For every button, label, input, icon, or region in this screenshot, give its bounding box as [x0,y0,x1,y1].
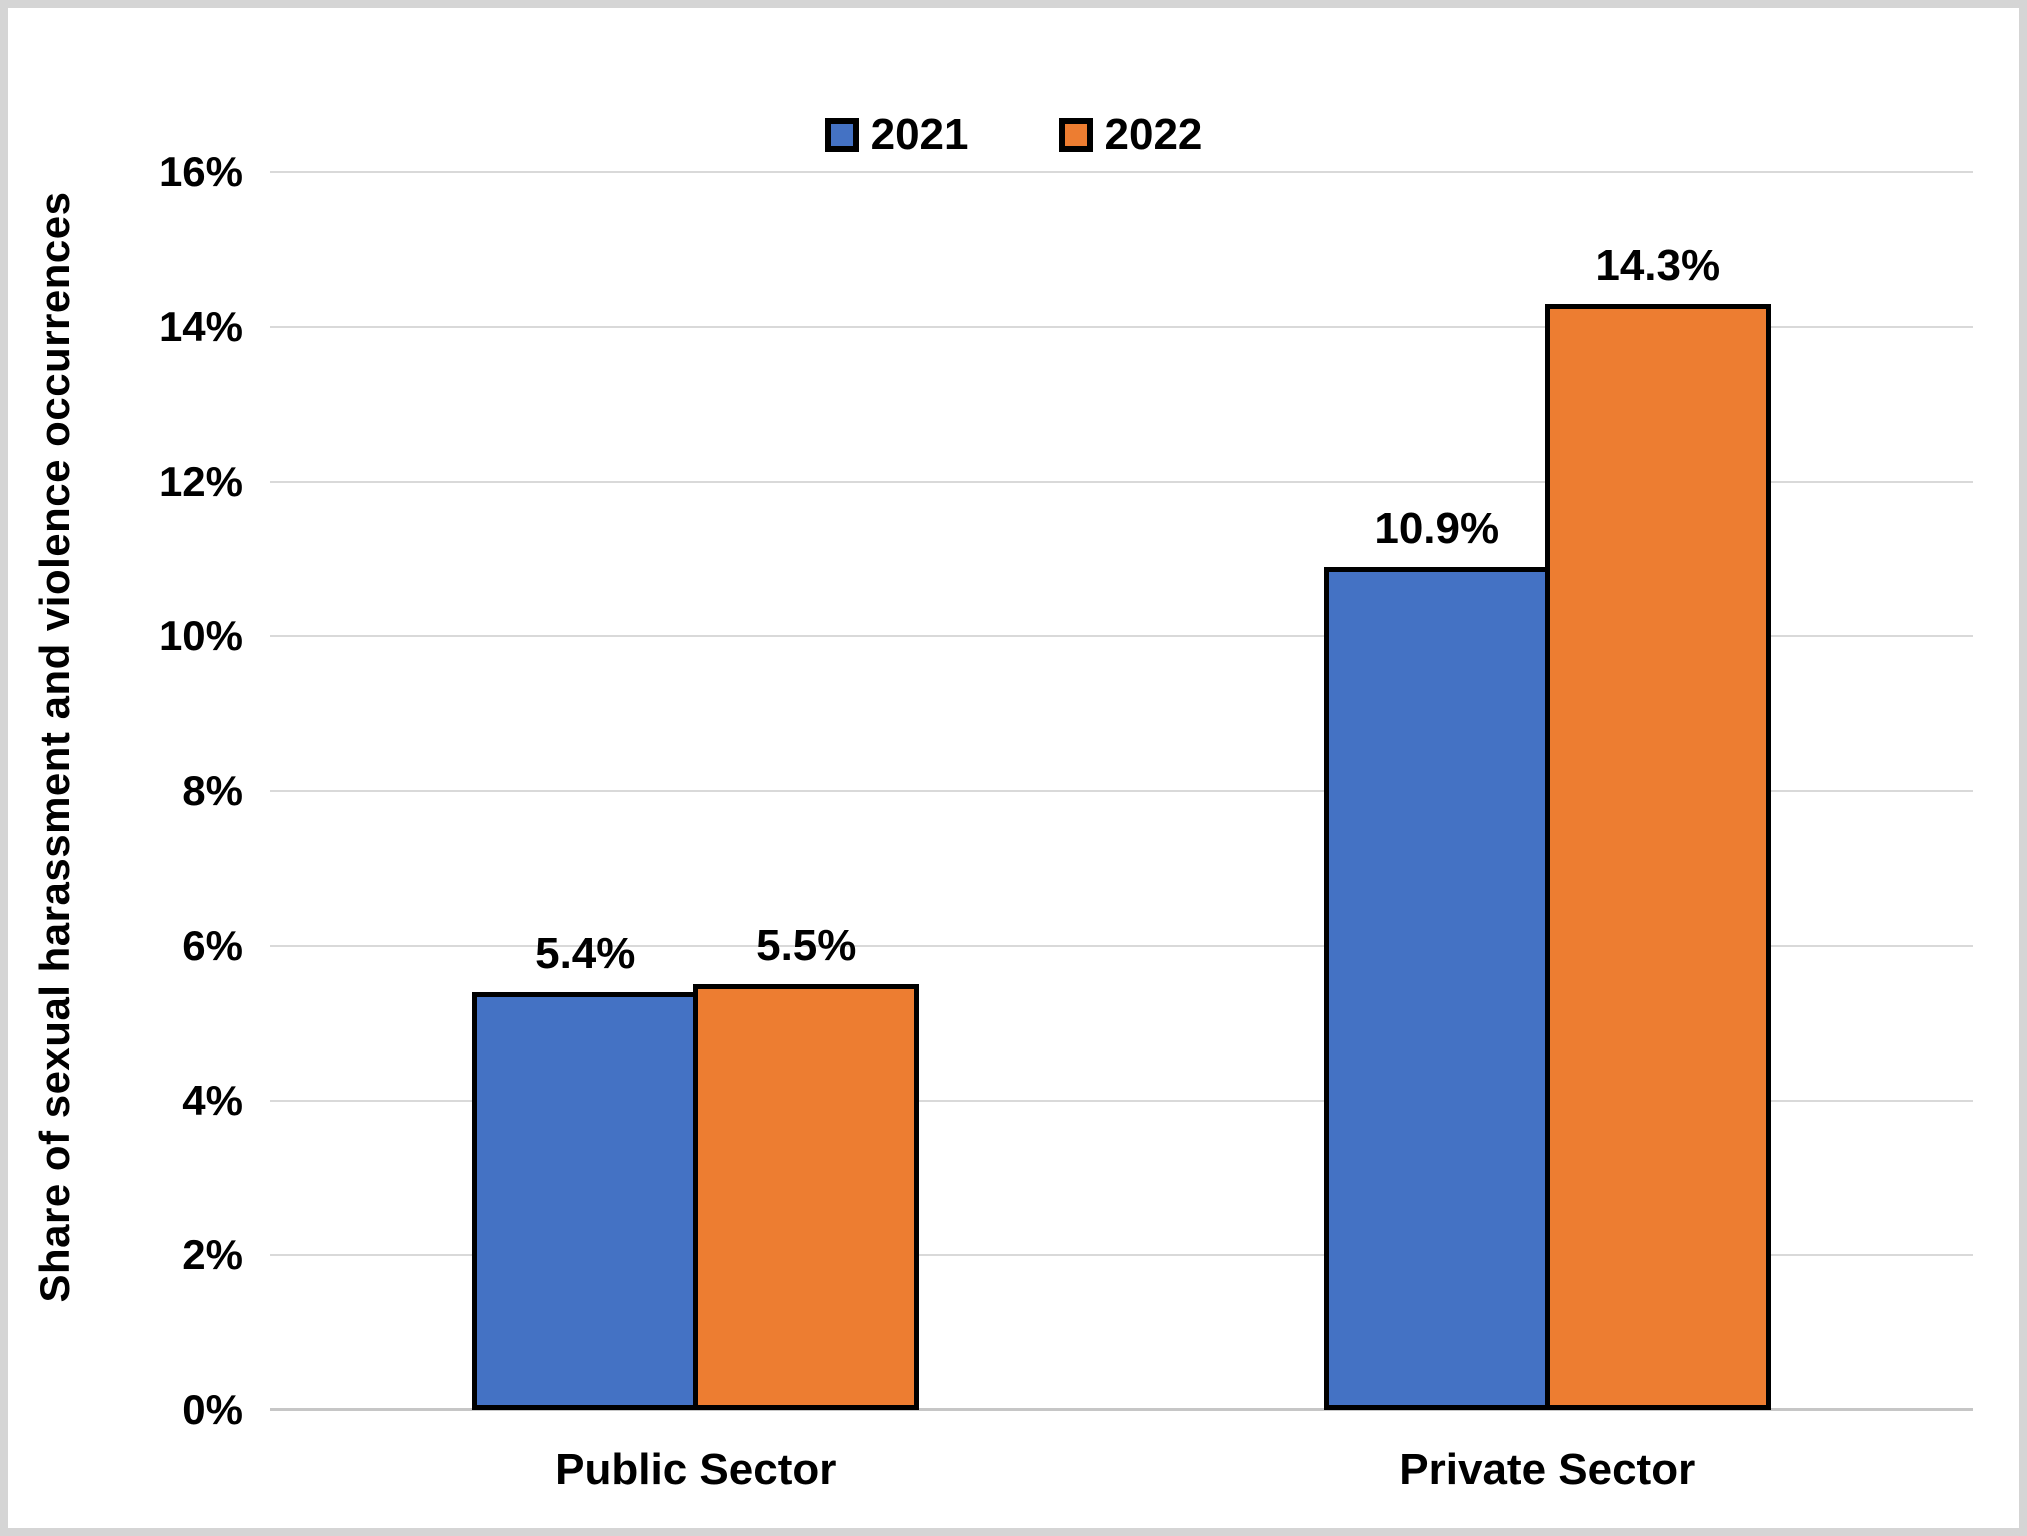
gridline [270,325,1973,328]
y-axis-tick-labels: 0% 2% 4% 6% 8% 10% 12% 14% 16% [68,148,243,1433]
legend-label: 2021 [870,110,969,159]
gridline [270,1099,1973,1102]
y-tick-label: 10% [158,612,243,660]
y-tick-label: 0% [182,1386,243,1433]
bar-value-label: 10.9% [1374,503,1500,553]
y-tick-label: 6% [182,921,243,969]
gridline [270,635,1973,638]
gridline [270,790,1973,792]
gridline [270,944,1973,947]
gridline [270,1254,1973,1257]
bar-group-private-sector: 10.9% 14.3% [1122,172,1974,1410]
y-tick-label: 4% [182,1076,243,1124]
bar-value-label: 5.5% [756,921,857,971]
plot-area [270,171,1973,1411]
y-tick-label: 8% [182,767,243,814]
category-label-public-sector: Public Sector [555,1445,837,1494]
legend-item-2021: 2021 [824,110,969,160]
gridline [270,480,1973,483]
gridline [270,171,1973,173]
bar-2022-private-sector: 14.3% [1544,241,1771,1410]
bars-layer: 5.4% 5.5% 10.9% 14.3% [270,172,1973,1410]
legend: 2021 2022 [8,110,2019,160]
bar-2021-private-sector: 10.9% [1323,504,1550,1410]
y-tick-label: 14% [158,302,243,350]
bar-2022-public-sector: 5.5% [693,921,920,1410]
y-tick-label: 2% [182,1231,243,1279]
bar-2021-public-sector: 5.4% [472,929,699,1410]
x-axis-category-labels: Public Sector Private Sector [270,1445,1973,1495]
legend-label: 2022 [1104,110,1203,159]
y-tick-label: 12% [158,457,243,505]
x-axis-line [270,1408,1973,1411]
bar-group-public-sector: 5.4% 5.5% [270,172,1122,1410]
y-tick-label: 16% [158,148,243,195]
legend-swatch-icon [1058,118,1093,152]
legend-item-2022: 2022 [1058,110,1203,160]
category-label-private-sector: Private Sector [1399,1445,1696,1494]
bar-value-label: 14.3% [1595,240,1721,290]
bar-value-label: 5.4% [535,929,636,979]
legend-swatch-icon [824,118,859,152]
